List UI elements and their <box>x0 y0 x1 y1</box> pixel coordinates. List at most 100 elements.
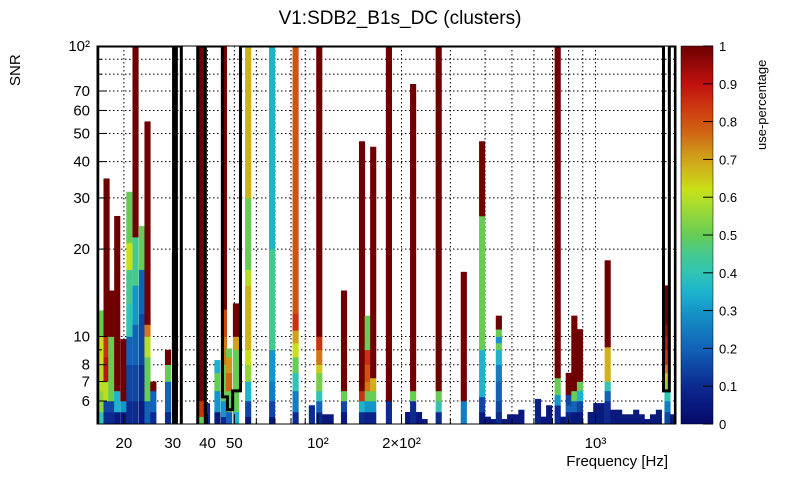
heatmap-cell <box>292 390 299 413</box>
heatmap-cell <box>245 285 252 351</box>
x-axis-label: Frequency [Hz] <box>566 453 668 470</box>
heatmap-cell <box>358 141 366 392</box>
heatmap-cell <box>126 242 133 270</box>
heatmap-cell <box>479 411 486 424</box>
heatmap-cell <box>269 416 276 424</box>
heatmap-cell <box>269 381 276 402</box>
heatmap-cell <box>150 411 157 424</box>
colorbar-tick-label: 0.5 <box>719 228 737 243</box>
heatmap-cell <box>316 372 323 392</box>
colorbar-tick-label: 0.6 <box>719 190 737 205</box>
heatmap-cell <box>245 400 252 417</box>
heatmap-cell <box>576 381 584 392</box>
colorbar-tick-label: 0.3 <box>719 304 737 319</box>
heatmap-cell <box>638 414 645 424</box>
heatmap-cell <box>103 178 110 337</box>
heatmap-cell <box>604 400 611 424</box>
heatmap-cell <box>316 46 323 337</box>
colorbar-tick-label: 0.9 <box>719 77 737 92</box>
x-tick-label: 50 <box>226 435 243 452</box>
heatmap-cell <box>490 419 497 424</box>
heatmap-cell <box>292 357 299 374</box>
heatmap-cell <box>593 403 600 424</box>
colorbar-tick-label: 1 <box>719 39 726 54</box>
heatmap-cell <box>495 343 502 351</box>
heatmap-cell <box>364 336 371 351</box>
heatmap-cell <box>565 405 572 413</box>
heatmap-cell <box>571 400 578 413</box>
heatmap-cell <box>214 360 221 374</box>
y-tick-label: 20 <box>73 241 90 258</box>
heatmap-cell <box>495 336 502 344</box>
colorbar-tick-label: 0.7 <box>719 152 737 167</box>
contour-line <box>174 46 183 424</box>
heatmap-cell <box>103 336 110 358</box>
heatmap-cell <box>633 409 640 424</box>
heatmap-cell <box>103 381 110 402</box>
heatmap-cell <box>269 249 276 351</box>
heatmap-cell <box>370 390 377 402</box>
colorbar-axis: 0 0.1 0.2 0.3 0.4 0.5 0.6 0.7 0.8 0.9 1 <box>703 39 737 432</box>
heatmap-cell <box>97 336 104 365</box>
contour-line <box>97 46 176 424</box>
heatmap-cell <box>316 364 323 374</box>
plot-frame <box>96 45 677 425</box>
heatmap-cell <box>655 409 662 424</box>
heatmap-cell <box>316 411 323 424</box>
heatmap-cell <box>385 400 392 424</box>
y-tick-label: 60 <box>73 102 90 119</box>
heatmap-cell <box>501 419 508 424</box>
heatmap-cell <box>571 390 578 402</box>
heatmap-cell <box>220 400 227 417</box>
heatmap-cell <box>126 303 133 337</box>
heatmap-cell <box>132 324 139 365</box>
contour-line <box>205 46 242 412</box>
heatmap-cell <box>97 390 104 413</box>
heatmap-cell <box>340 390 348 402</box>
y-tick-label: 50 <box>73 125 90 142</box>
heatmap-cell <box>132 364 139 402</box>
heatmap-cell <box>103 411 110 424</box>
heatmap-cell <box>546 405 553 424</box>
heatmap-cell <box>479 141 486 217</box>
heatmap-cell <box>370 400 377 413</box>
y-tick-label: 6 <box>82 393 90 410</box>
heatmap-cell <box>364 411 371 424</box>
heatmap-cell <box>598 403 605 424</box>
heatmap-cell <box>669 414 676 424</box>
heatmap-cell <box>245 364 252 382</box>
heatmap-cell <box>226 348 233 358</box>
heatmap-cell <box>512 414 519 424</box>
heatmap-cell <box>340 400 348 413</box>
heatmap-cell <box>364 349 371 365</box>
heatmap-cell <box>610 409 617 424</box>
heatmap-cell <box>604 381 611 392</box>
y-tick-label: 40 <box>73 154 90 171</box>
heatmap-cell <box>198 416 206 424</box>
heatmap-cell <box>340 290 348 392</box>
heatmap-cell <box>316 349 323 365</box>
y-tick-label: 8 <box>82 357 90 374</box>
heatmap-cell <box>138 364 146 402</box>
x-tick-label: 10² <box>307 435 329 452</box>
heatmap-cell <box>97 364 104 392</box>
heatmap-cell <box>245 197 252 270</box>
heatmap-cell <box>308 405 315 424</box>
heatmap-cell <box>664 400 671 413</box>
heatmap-cell <box>232 411 240 424</box>
heatmap-cell <box>495 349 502 365</box>
heatmap-cell <box>226 411 233 424</box>
heatmap-cell <box>664 372 671 382</box>
heatmap-cell <box>203 403 211 424</box>
y-tick-label: 10² <box>68 38 90 55</box>
heatmap-cell <box>576 411 584 424</box>
heatmap-cell <box>370 377 377 392</box>
heatmap-cell <box>435 400 442 413</box>
heatmap-cell <box>138 400 146 424</box>
heatmap-cell <box>385 46 392 402</box>
colorbar-tick-label: 0.2 <box>719 341 737 356</box>
heatmap-cell <box>604 260 611 348</box>
heatmap-cell <box>226 357 233 374</box>
heatmap-cell <box>664 285 671 325</box>
heatmap-cell <box>132 46 139 238</box>
